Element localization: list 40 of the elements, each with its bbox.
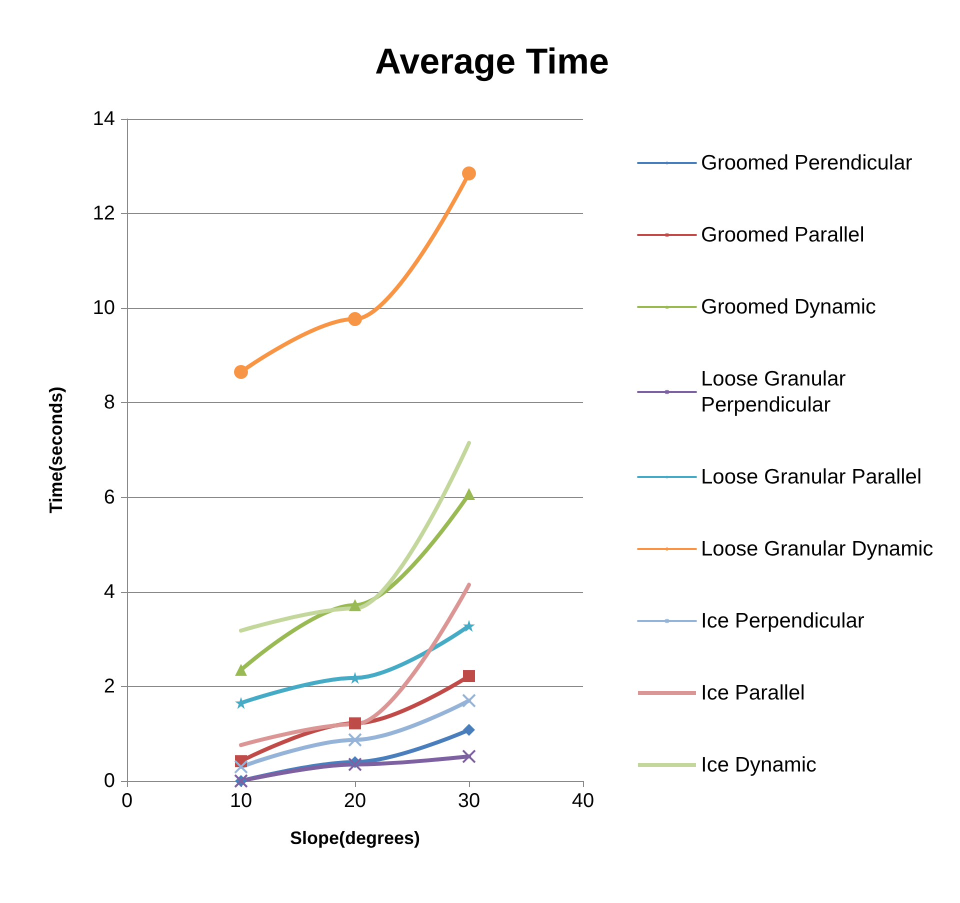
point bbox=[349, 717, 361, 730]
y-tick-label: 0 bbox=[104, 770, 115, 792]
legend-label: Loose Granular Perpendicular bbox=[701, 368, 852, 416]
point bbox=[462, 749, 476, 764]
point bbox=[462, 166, 476, 180]
chart-title: Average Time bbox=[374, 40, 610, 82]
x-tick-label: 0 bbox=[121, 790, 133, 812]
point bbox=[235, 664, 247, 676]
point bbox=[463, 724, 475, 736]
point bbox=[349, 599, 361, 612]
legend-label: Groomed Dynamic bbox=[701, 296, 876, 318]
legend-label: Loose Granular Dynamic bbox=[701, 538, 934, 560]
y-tick-label: 8 bbox=[104, 392, 115, 414]
legend-label: Groomed Perendicular bbox=[701, 152, 912, 174]
y-tick-label: 2 bbox=[104, 675, 115, 698]
point bbox=[463, 488, 475, 500]
legend-label: Ice Perpendicular bbox=[701, 610, 864, 632]
x-tick-label: 30 bbox=[458, 790, 480, 812]
x-tick-label: 40 bbox=[572, 790, 594, 812]
point bbox=[234, 760, 248, 774]
legend-label: Loose Granular Parallel bbox=[701, 466, 922, 488]
point bbox=[463, 620, 475, 632]
point bbox=[348, 757, 362, 772]
legend-label: Ice Parallel bbox=[701, 682, 805, 704]
point bbox=[463, 670, 475, 682]
legend-label: Groomed Parallel bbox=[701, 224, 864, 246]
y-tick-label: 6 bbox=[104, 486, 115, 508]
point bbox=[348, 732, 362, 747]
y-tick-label: 10 bbox=[92, 297, 115, 320]
x-tick-label: 10 bbox=[230, 790, 252, 812]
x-tick-label: 20 bbox=[344, 790, 366, 812]
point bbox=[348, 312, 362, 326]
legend-label: Ice Dynamic bbox=[701, 754, 817, 776]
point bbox=[462, 694, 476, 708]
point bbox=[234, 364, 248, 379]
y-tick-label: 4 bbox=[104, 580, 115, 603]
y-tick-label: 12 bbox=[92, 202, 115, 225]
x-axis-title: Slope(degrees) bbox=[290, 828, 420, 848]
y-axis-title: Time(seconds) bbox=[46, 386, 66, 514]
y-tick-label: 14 bbox=[92, 108, 115, 130]
